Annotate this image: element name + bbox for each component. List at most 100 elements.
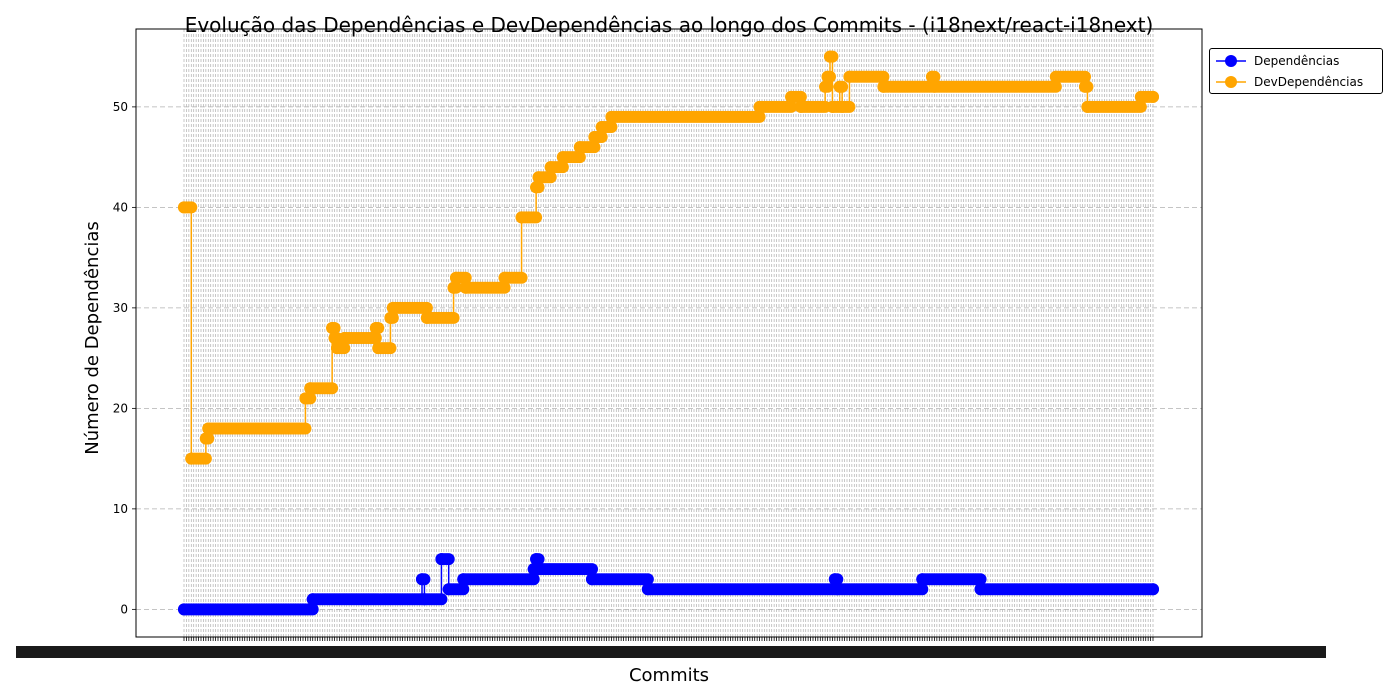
data-point [450,281,462,294]
data-point [843,100,856,113]
y-tick-label: 30 [113,301,128,315]
data-point [435,593,448,606]
data-point [369,332,382,345]
data-point [586,563,598,576]
data-point [306,593,319,606]
legend-label-devdependencias: DevDependências [1254,75,1364,89]
legend-item-dependencias: Dependências [1216,51,1339,71]
data-point [326,382,339,395]
data-point [442,553,455,566]
data-point [1049,80,1062,93]
series-markers-dependencias [178,553,1159,616]
data-point [498,281,511,294]
grid-layer [136,29,1202,637]
data-point [185,452,198,465]
y-axis-label: Número de Dependências [82,221,103,455]
data-point [916,573,929,586]
data-point [304,392,317,405]
data-point [199,452,212,465]
data-point [420,311,433,324]
data-point [459,281,472,294]
data-point [974,573,987,586]
data-point [532,171,545,184]
data-point [447,311,460,324]
y-tick-layer: 0 10 20 30 40 50 [113,100,136,616]
series-layer [178,50,1159,616]
data-point [928,80,941,93]
data-point [372,321,385,334]
data-point [753,100,766,113]
data-point [877,70,890,83]
data-point [843,70,856,83]
data-point [386,301,399,314]
data-point [442,583,455,596]
data-point [556,161,569,174]
data-point [527,573,540,586]
data-point [586,573,598,586]
data-point [836,80,849,93]
data-point [641,573,654,586]
data-point [178,603,190,616]
data-point [794,100,807,113]
y-tick-label: 10 [113,502,128,516]
data-point [1079,70,1091,83]
data-point [304,382,317,395]
data-point [544,161,557,174]
data-point [459,271,472,284]
data-point [202,422,215,435]
data-point [831,583,844,596]
data-point [821,80,834,93]
legend: Dependências DevDependências [1209,48,1383,94]
data-point [498,271,511,284]
data-point [556,151,569,164]
data-point [386,311,399,324]
data-point [824,70,836,83]
data-point [794,90,807,103]
legend-marker-dependencias [1216,51,1246,71]
data-point [605,110,618,123]
data-point [544,171,557,184]
data-point [831,573,844,586]
chart-title: Evolução das Dependências e DevDependênc… [185,13,1154,37]
data-point [877,80,890,93]
data-point [1081,100,1094,113]
x-tick-label-strip [16,646,1326,658]
legend-item-devdependencias: DevDependências [1216,72,1363,92]
data-point [299,422,312,435]
data-point [530,211,543,224]
data-point [588,141,601,154]
data-point [573,151,586,164]
data-point [753,110,766,123]
data-point [457,583,470,596]
data-point [515,211,528,224]
data-point [338,332,351,345]
data-point [418,593,431,606]
data-point [1134,90,1147,103]
y-tick-label: 40 [113,200,128,214]
y-tick-label: 0 [120,602,128,616]
y-tick-label: 20 [113,401,128,415]
data-point [974,583,987,596]
data-point [1147,90,1159,103]
series-markers-devdependencias [178,50,1159,465]
data-point [420,301,433,314]
data-point [595,120,608,133]
data-point [785,100,798,113]
data-point [605,120,618,133]
data-point [1147,583,1159,596]
data-point [532,553,545,566]
data-point [595,131,608,144]
legend-marker-devdependencias [1216,72,1246,92]
plot-frame [135,28,1203,638]
data-point [450,271,462,284]
data-point [328,321,341,334]
data-point [202,432,215,445]
data-point [916,583,929,596]
data-point [185,201,198,214]
y-tick-label: 50 [113,100,128,114]
data-point [928,70,941,83]
data-point [515,271,528,284]
x-tick-layer [16,637,1326,658]
data-point [532,181,545,194]
